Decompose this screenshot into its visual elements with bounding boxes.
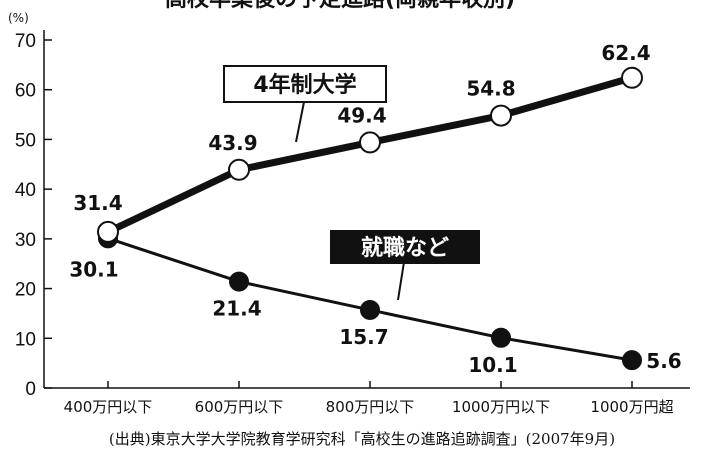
legend-university-label: 4年制大学 <box>253 72 356 98</box>
y-tick-label: 10 <box>15 329 36 350</box>
x-tick-label: 1000万円超 <box>590 398 673 416</box>
legend-employment-box <box>330 230 480 264</box>
chart-title: 高校卒業後の予定進路(両親年収別) <box>165 0 515 12</box>
legend-employment: 就職など <box>330 230 480 301</box>
open-point-marker <box>228 158 250 181</box>
series-markers <box>97 66 643 371</box>
x-tick-label: 800万円以下 <box>326 398 415 416</box>
open-point-marker <box>621 66 643 89</box>
y-tick-label: 50 <box>15 130 36 151</box>
data-label: 5.6 <box>646 349 681 373</box>
filled-point-marker <box>622 350 642 371</box>
y-tick-label: 0 <box>25 379 36 400</box>
legend-employment-leader <box>397 261 405 301</box>
data-label: 49.4 <box>337 103 386 127</box>
y-ticks: 0 10 20 30 40 50 60 70 <box>15 31 52 400</box>
y-tick-label: 30 <box>15 230 36 251</box>
open-point-marker <box>490 104 512 127</box>
x-tick-label: 1000万円以下 <box>452 398 550 416</box>
x-tick-label: 400万円以下 <box>64 398 153 416</box>
open-point-marker <box>97 220 119 243</box>
x-tick-label: 600万円以下 <box>195 398 284 416</box>
legend-employment-label: 就職など <box>361 235 449 261</box>
y-tick-label: 40 <box>15 180 36 201</box>
legend-university-leader <box>295 101 305 143</box>
filled-point-marker <box>360 299 380 320</box>
data-label: 15.7 <box>339 325 388 349</box>
data-label: 54.8 <box>466 77 515 101</box>
source-note: (出典)東京大学大学院教育学研究科「高校生の進路追跡調査」(2007年9月) <box>109 430 615 448</box>
data-label: 43.9 <box>208 131 257 155</box>
y-tick-label: 20 <box>15 280 36 301</box>
legend-university: 4年制大学 <box>223 65 387 143</box>
data-label: 31.4 <box>73 191 122 215</box>
y-tick-label: 60 <box>15 81 36 102</box>
filled-point-marker <box>229 271 249 292</box>
y-unit-label: (%) <box>8 11 29 25</box>
filled-point-marker <box>491 327 511 348</box>
data-label: 21.4 <box>212 297 261 321</box>
legend-university-box <box>223 65 387 103</box>
open-point-marker <box>359 131 381 154</box>
x-ticks: 400万円以下 600万円以下 800万円以下 1000万円以下 1000万円超 <box>64 381 674 416</box>
data-labels: 31.4 43.9 49.4 54.8 62.4 30.1 21.4 15.7 10.1 5.6 <box>69 41 681 377</box>
data-label: 10.1 <box>468 353 517 377</box>
data-label: 62.4 <box>601 41 650 65</box>
y-tick-label: 70 <box>15 31 36 52</box>
data-label: 30.1 <box>69 257 118 281</box>
